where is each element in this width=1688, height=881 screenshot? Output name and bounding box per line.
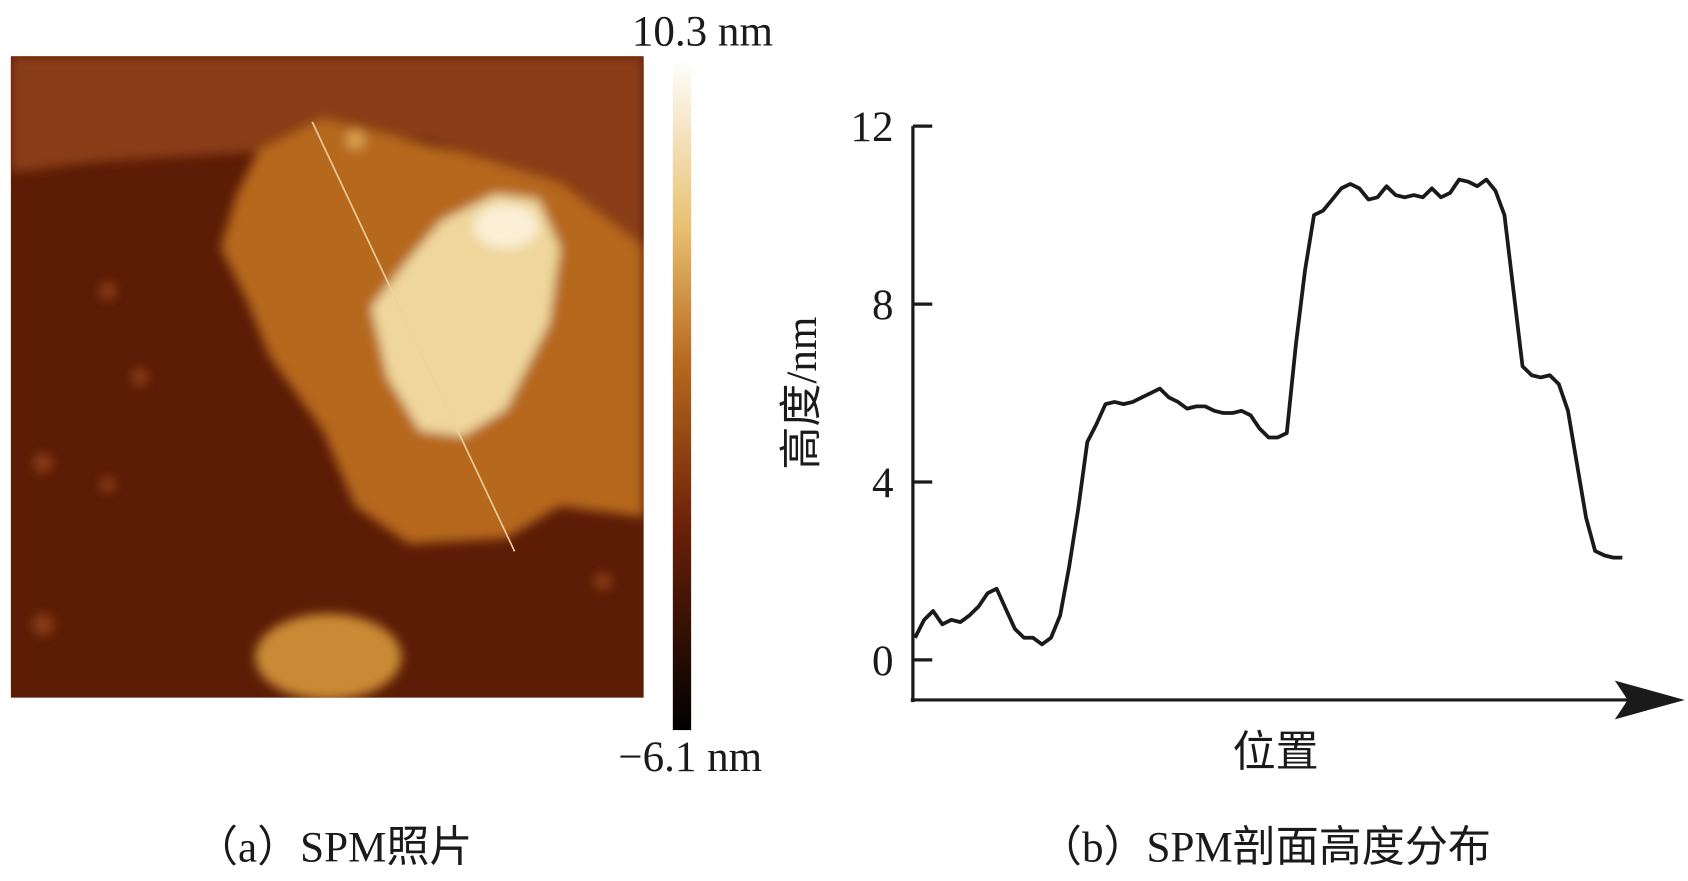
y-tick-label: 0 (872, 638, 894, 685)
caption-b: （b）SPM剖面高度分布 (1039, 824, 1491, 871)
profile-line (311, 121, 516, 552)
x-axis-arrow (1614, 680, 1685, 720)
x-axis-label: 位置 (1233, 729, 1319, 777)
y-tick-label: 12 (850, 104, 893, 151)
colorbar (672, 59, 692, 731)
y-tick-label: 8 (872, 282, 894, 329)
spm-image (10, 56, 644, 698)
scale-min: −6.1 nm (618, 734, 762, 781)
y-axis-label: 高度/nm (779, 317, 826, 470)
y-tick-label: 4 (872, 460, 894, 507)
profile-curve (913, 177, 1623, 647)
scale-max: 10.3 nm (632, 8, 773, 55)
caption-a: （a）SPM照片 (195, 824, 472, 871)
